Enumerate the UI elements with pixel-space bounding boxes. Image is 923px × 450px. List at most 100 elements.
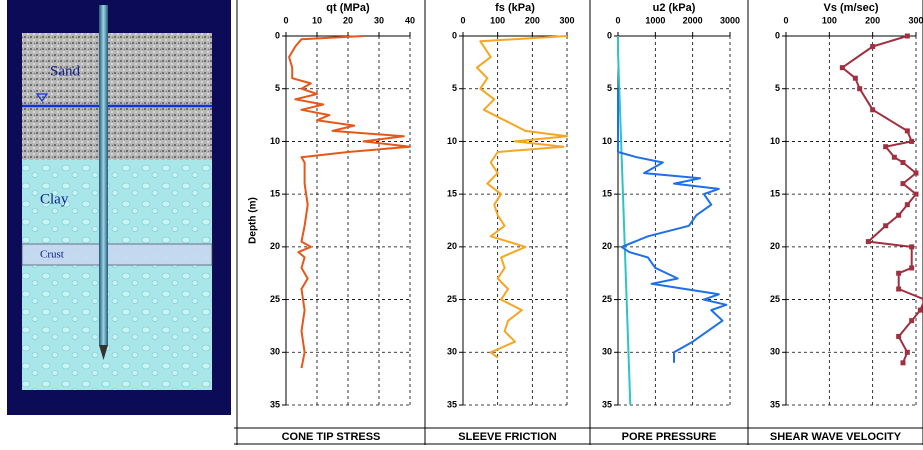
data-marker [913,191,919,197]
layer-label: Clay [40,191,69,207]
data-marker [857,86,863,92]
layer-label: Sand [50,63,81,79]
y-tick-label: 0 [607,30,612,40]
data-marker [870,107,876,113]
data-marker [896,333,902,339]
x-tick-label: 0 [783,15,788,25]
y-tick-label: 15 [770,189,780,199]
data-line [617,88,728,363]
y-tick-label: 5 [275,83,280,93]
data-marker [900,160,906,166]
y-tick-label: 35 [770,399,780,409]
data-marker [883,144,889,150]
y-tick-label: 25 [770,294,780,304]
y-tick-label: 0 [275,30,280,40]
data-marker [909,318,915,324]
x-tick-label: 10 [312,15,322,25]
panel-caption: SHEAR WAVE VELOCITY [770,431,902,443]
crust-layer [21,243,213,266]
y-tick-label: 5 [775,83,780,93]
panel-caption: PORE PRESSURE [622,431,717,443]
y-tick-label: 15 [270,189,280,199]
panel-title: qt (MPa) [326,2,370,14]
x-tick-label: 3000 [720,15,740,25]
x-tick-label: 300 [908,15,923,25]
data-marker [917,307,923,313]
data-marker [896,212,902,218]
data-marker [839,65,845,71]
cone-tip [99,345,108,360]
y-tick-label: 25 [270,294,280,304]
data-marker [904,33,910,39]
data-line [288,35,411,369]
panel-title: Vs (m/sec) [823,2,878,14]
data-marker [900,181,906,187]
y-tick-label: 5 [452,83,457,93]
panel-title: u2 (kPa) [653,2,696,14]
cone-rod [99,5,108,345]
data-marker [909,138,915,144]
data-marker [896,286,902,292]
clay-layer [22,160,212,390]
y-tick-label: 35 [270,399,280,409]
data-marker [909,265,915,271]
x-tick-label: 300 [559,15,574,25]
x-tick-label: 0 [460,15,465,25]
soil-diagram: Sand Clay Crust [7,0,231,415]
y-tick-label: 30 [447,347,457,357]
layer-label: Crust [40,249,64,261]
y-tick-label: 20 [270,241,280,251]
data-marker [852,75,858,81]
data-line [841,35,923,364]
panel-caption: SLEEVE FRICTION [458,431,556,443]
data-marker [870,44,876,50]
x-tick-label: 2000 [683,15,703,25]
data-marker [913,170,919,176]
x-tick-label: 100 [490,15,505,25]
y-axis-label: Depth (m) [248,197,259,244]
x-tick-label: 200 [525,15,540,25]
y-tick-label: 35 [447,399,457,409]
water-symbol [35,93,49,103]
x-tick-label: 20 [343,15,353,25]
y-tick-label: 5 [607,83,612,93]
data-marker [896,270,902,276]
data-line [617,36,632,406]
sand-layer [22,33,212,160]
y-tick-label: 25 [602,294,612,304]
y-tick-label: 15 [447,189,457,199]
y-tick-label: 30 [770,347,780,357]
data-marker [904,202,910,208]
x-tick-label: 1000 [645,15,665,25]
data-marker [891,154,897,160]
x-tick-label: 0 [283,15,288,25]
data-marker [883,223,889,229]
panel-title: fs (kPa) [495,2,535,14]
data-marker [900,360,906,366]
y-tick-label: 30 [602,347,612,357]
y-tick-label: 10 [270,136,280,146]
y-tick-label: 25 [447,294,457,304]
y-tick-label: 20 [770,241,780,251]
data-marker [909,244,915,250]
x-tick-label: 30 [374,15,384,25]
data-marker [904,349,910,355]
y-tick-label: 15 [602,189,612,199]
y-tick-label: 30 [270,347,280,357]
y-tick-label: 20 [602,241,612,251]
footer [234,427,923,445]
y-tick-label: 20 [447,241,457,251]
x-tick-label: 40 [405,15,415,25]
data-marker [904,128,910,134]
data-marker [865,239,871,245]
y-tick-label: 0 [452,30,457,40]
x-tick-label: 0 [615,15,620,25]
y-tick-label: 10 [447,136,457,146]
panel-caption: CONE TIP STRESS [282,431,381,443]
y-tick-label: 10 [770,136,780,146]
y-tick-label: 0 [775,30,780,40]
x-tick-label: 100 [822,15,837,25]
y-tick-label: 35 [602,399,612,409]
data-line [475,35,568,359]
